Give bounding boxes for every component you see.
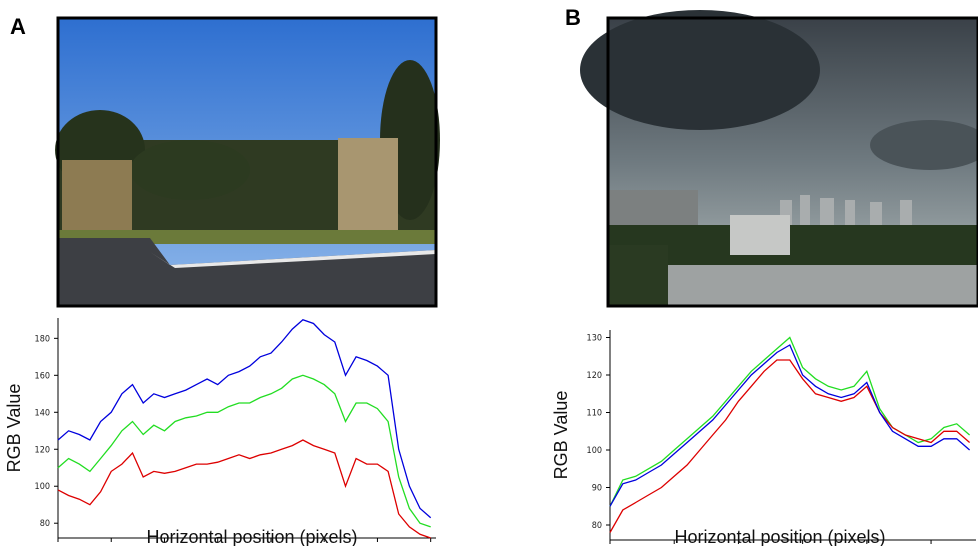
data-line: [57, 439, 431, 539]
y-tick-label: 100: [35, 482, 50, 492]
data-line: [609, 336, 971, 507]
y-tick-label: 180: [35, 334, 50, 344]
y-tick-label: 130: [587, 334, 602, 344]
y-tick-label: 120: [587, 371, 602, 381]
y-tick-label: 90: [592, 484, 602, 494]
panel-label: B: [565, 5, 581, 30]
y-axis-label: RGB Value: [551, 391, 571, 480]
y-tick-label: 80: [40, 519, 50, 529]
y-axis-label: RGB Value: [4, 384, 24, 473]
data-line: [57, 319, 432, 519]
y-tick-label: 110: [587, 409, 602, 419]
data-line: [609, 359, 971, 533]
panel-label: A: [10, 14, 26, 39]
y-tick-label: 140: [35, 408, 50, 418]
data-line: [609, 344, 971, 507]
x-axis-label: Horizontal position (pixels): [674, 527, 885, 546]
data-line: [57, 374, 431, 528]
photo-b: [580, 10, 978, 308]
y-tick-label: 160: [35, 371, 50, 381]
y-tick-label: 80: [592, 521, 602, 531]
photo-a: [55, 16, 440, 308]
x-axis-label: Horizontal position (pixels): [146, 527, 357, 546]
y-tick-label: 120: [35, 445, 50, 455]
y-tick-label: 100: [587, 446, 602, 456]
